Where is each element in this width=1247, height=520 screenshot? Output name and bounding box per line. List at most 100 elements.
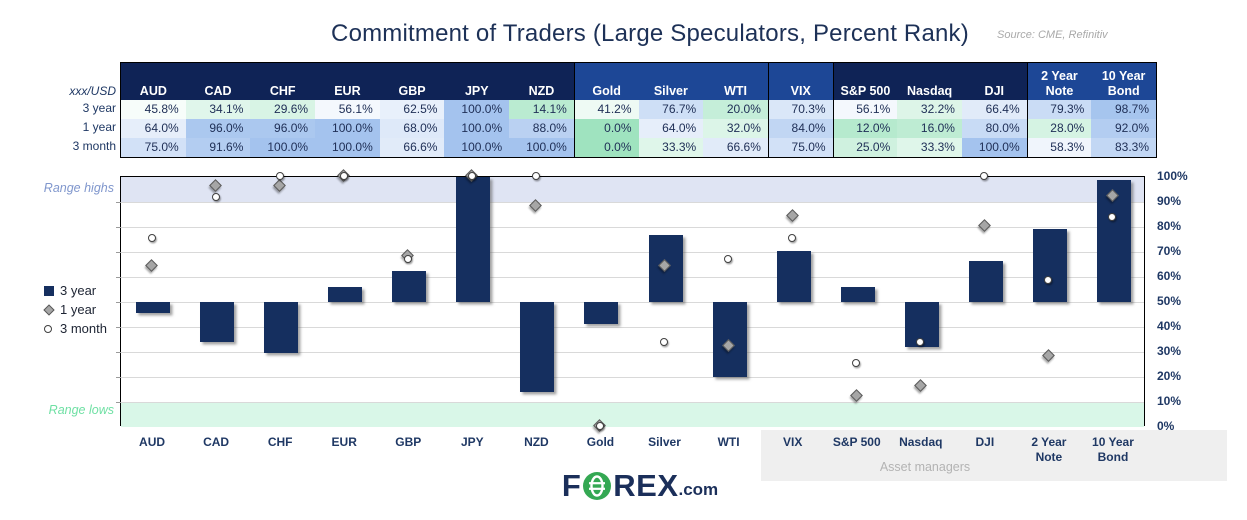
table-cell: 84.0% (767, 119, 833, 138)
y-axis-label-20: 20% (1157, 369, 1182, 383)
table-cell: 98.7% (1091, 100, 1156, 119)
y-tick (116, 377, 121, 378)
table-corner-label: xxx/USD (69, 84, 116, 98)
logo-text-f: F (561, 468, 582, 503)
circle-glyph (44, 324, 52, 333)
table-row-3-year: 45.8% 34.1% 29.6% 56.1% 62.5% 100.0% 14.1% 41.2… (121, 100, 1156, 119)
table-cell: 12.0% (832, 119, 898, 138)
logo-globe-icon (583, 472, 612, 500)
chart-plot-area (116, 169, 1145, 432)
bar-3-year-nzd (520, 302, 555, 392)
column-header-eur: EUR (315, 63, 380, 100)
table-cell: 83.3% (1091, 138, 1156, 157)
y-axis-label-40: 40% (1157, 319, 1182, 333)
y-axis-label-80: 80% (1157, 219, 1182, 233)
column-header-10-year-bond: 10 Year Bond (1091, 63, 1156, 100)
table-cell: 14.1% (509, 100, 574, 119)
diamond-marker-1-year-nasdaq (913, 379, 927, 392)
logo-text-com: .com (678, 480, 719, 499)
x-axis-label-gold: Gold (586, 435, 615, 449)
bar-3-year-gbp (392, 270, 427, 302)
table-cell: 32.0% (703, 119, 768, 138)
legend-item-3-year: 3 year (44, 281, 107, 300)
bar-legend-icon (44, 285, 60, 296)
logo-text-rex: REX (613, 468, 679, 503)
y-axis-label-90: 90% (1157, 194, 1182, 208)
x-axis-label-aud: AUD (139, 435, 166, 449)
circle-marker-3-month-vix (788, 234, 797, 242)
table-cell: 100.0% (961, 138, 1027, 157)
table-cell: 75.0% (767, 138, 833, 157)
circle-marker-3-month-nasdaq (916, 338, 925, 347)
bar-3-year-10-year-bond (1096, 180, 1131, 302)
y-axis-label-70: 70% (1157, 244, 1182, 258)
y-tick (116, 302, 121, 303)
column-header-jpy: JPY (444, 63, 510, 100)
range-highs-label: Range highs (43, 181, 114, 195)
circle-marker-3-month-jpy (467, 171, 476, 180)
range-band-lows (121, 402, 1144, 427)
column-header-nzd: NZD (509, 63, 574, 100)
x-axis-label-jpy: JPY (461, 435, 484, 449)
forex-logo: F REX .com (520, 468, 760, 504)
table-cell: 79.3% (1026, 100, 1092, 119)
y-tick (116, 227, 121, 228)
table-cell: 20.0% (703, 100, 768, 119)
x-axis-label-nzd: NZD (524, 435, 549, 449)
diamond-marker-1-year-vix (785, 209, 799, 222)
circle-marker-3-month-chf (275, 171, 284, 180)
gridline-10 (121, 402, 1144, 403)
table-cell: 100.0% (315, 119, 380, 138)
x-axis-label-nasdaq: Nasdaq (899, 435, 943, 449)
table-cell: 41.2% (573, 100, 639, 119)
diamond-marker-1-year-s-p-500 (849, 389, 863, 402)
table-cell: 62.5% (379, 100, 445, 119)
x-axis-label-2-year-note: 2 Year Note (1031, 435, 1067, 464)
asset-managers-box (761, 430, 1227, 481)
legend-label: 1 year (60, 302, 97, 317)
column-header-silver: Silver (638, 63, 704, 100)
y-tick (116, 327, 121, 328)
y-axis-label-50: 50% (1157, 294, 1182, 308)
table-cell: 34.1% (185, 100, 251, 119)
table-cell: 76.7% (638, 100, 704, 119)
table-cell: 100.0% (444, 138, 510, 157)
y-tick (116, 277, 121, 278)
table-row-label-3-year: 3 year (82, 101, 116, 115)
bar-3-year-vix (776, 251, 811, 302)
bar-glyph (44, 285, 54, 296)
gridline-20 (121, 377, 1144, 378)
bar-3-year-dji (968, 261, 1003, 302)
column-header-gbp: GBP (379, 63, 445, 100)
gridline-90 (121, 202, 1144, 203)
column-header-gold: Gold (573, 63, 639, 100)
x-axis-label-chf: CHF (267, 435, 293, 449)
x-axis-label-cad: CAD (203, 435, 230, 449)
bar-3-year-gold (584, 302, 619, 324)
legend-item-1-year: 1 year (43, 300, 107, 319)
table-cell: 33.3% (897, 138, 962, 157)
x-axis-label-vix: VIX (782, 435, 803, 449)
table-cell: 32.2% (897, 100, 962, 119)
circle-marker-3-month-s-p-500 (852, 359, 861, 367)
table-cell: 100.0% (509, 138, 574, 157)
bar-3-year-jpy (456, 177, 491, 302)
table-cell: 28.0% (1026, 119, 1092, 138)
table-cell: 64.0% (638, 119, 704, 138)
y-tick (116, 402, 121, 403)
circle-marker-3-month-gold (595, 421, 604, 430)
table-cell: 45.8% (121, 100, 186, 119)
legend-label: 3 month (60, 321, 107, 336)
legend-item-3-month: 3 month (44, 319, 107, 338)
column-header-chf: CHF (250, 63, 316, 100)
table-row-1-year: 64.0% 96.0% 96.0% 100.0% 68.0% 100.0% 88.0% 0.0… (121, 119, 1156, 138)
y-axis-label-60: 60% (1157, 269, 1182, 283)
x-axis-label-gbp: GBP (395, 435, 422, 449)
x-axis-label-silver: Silver (648, 435, 681, 449)
bar-3-year-aud (136, 302, 171, 313)
diamond-glyph (43, 303, 55, 316)
table-cell: 100.0% (444, 100, 510, 119)
table-row-label-3-month: 3 month (72, 139, 116, 153)
chart-legend: 3 year 1 year 3 month (43, 281, 107, 338)
